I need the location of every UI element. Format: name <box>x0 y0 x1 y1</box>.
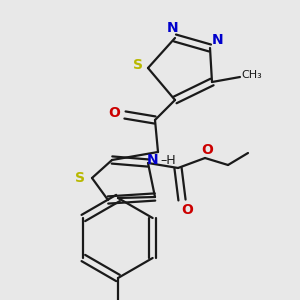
Text: N: N <box>167 21 179 35</box>
Text: N: N <box>147 153 159 167</box>
Text: S: S <box>75 171 85 185</box>
Text: O: O <box>181 203 193 217</box>
Text: O: O <box>201 143 213 157</box>
Text: O: O <box>108 106 120 120</box>
Text: N: N <box>212 33 224 47</box>
Text: CH₃: CH₃ <box>242 70 262 80</box>
Text: S: S <box>133 58 143 72</box>
Text: –H: –H <box>160 154 176 166</box>
